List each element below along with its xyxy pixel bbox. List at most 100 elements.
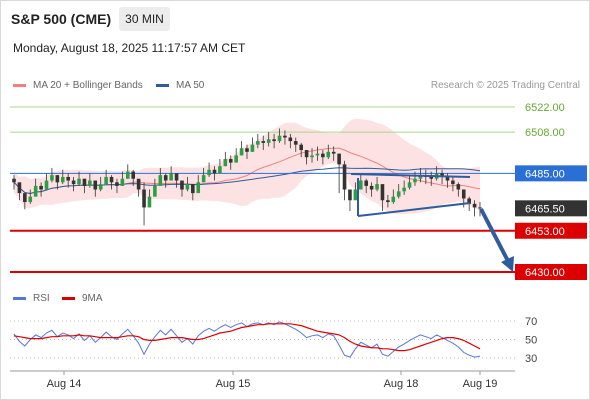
forecast-arrow-shaft xyxy=(479,208,511,264)
candle-body xyxy=(163,175,168,181)
candle-body xyxy=(245,148,249,152)
candle-body xyxy=(12,178,16,183)
rsi-tick-label: 70 xyxy=(525,316,537,328)
credit-text: Research © 2025 Trading Central xyxy=(430,80,580,91)
candle-body xyxy=(396,191,401,197)
interval-badge[interactable]: 30 MIN xyxy=(119,7,170,31)
price-level-label: 6485.00 xyxy=(525,168,565,180)
x-tick-label: Aug 18 xyxy=(384,378,419,390)
candle-body xyxy=(223,159,228,167)
candle-body xyxy=(472,203,477,208)
candle-body xyxy=(82,178,87,186)
candle-body xyxy=(66,176,70,181)
candle-body xyxy=(331,151,336,154)
candle-body xyxy=(451,180,455,185)
price-level-label: 6453.00 xyxy=(525,226,565,238)
price-level-label: 6430.00 xyxy=(525,267,565,279)
candle-body xyxy=(39,185,43,190)
candle-body xyxy=(234,155,238,163)
candle-body xyxy=(478,207,482,209)
candle-body xyxy=(131,171,136,179)
candle-body xyxy=(321,153,325,158)
candle-body xyxy=(104,176,108,185)
legend-9ma: 9MA xyxy=(62,293,103,304)
instrument-title: S&P 500 (CME) xyxy=(11,11,112,27)
legend-bollinger: MA 20 + Bollinger Bands xyxy=(13,80,143,91)
candle-body xyxy=(33,185,38,197)
x-tick-label: Aug 14 xyxy=(47,378,82,390)
candle-body xyxy=(440,173,444,177)
candle-body xyxy=(88,180,92,186)
forecast-arrow-head xyxy=(501,256,514,272)
candle-body xyxy=(358,180,363,190)
candle-body xyxy=(315,153,320,156)
legend-rsi: RSI xyxy=(13,293,50,304)
candle-body xyxy=(158,175,163,186)
candle-body xyxy=(293,141,298,145)
candle-body xyxy=(261,141,266,143)
candle-body xyxy=(375,184,379,190)
candle-body xyxy=(196,182,201,194)
candle-body xyxy=(299,144,303,151)
candle-body xyxy=(418,175,423,179)
candle-body xyxy=(353,189,358,201)
candle-body xyxy=(413,178,417,183)
candle-body xyxy=(250,144,255,152)
price-level-tag xyxy=(515,200,587,217)
price-level-label: 6522.00 xyxy=(525,102,565,114)
x-tick-label: Aug 19 xyxy=(463,378,498,390)
candle-body xyxy=(239,148,244,156)
legend-rsi-label: RSI xyxy=(33,293,50,304)
candle-body xyxy=(153,185,157,197)
candle-body xyxy=(28,196,33,203)
ma50-swatch xyxy=(156,84,169,87)
bollinger-band xyxy=(14,118,480,215)
candle-body xyxy=(461,189,466,199)
candle-body xyxy=(337,153,341,165)
candle-body xyxy=(142,189,146,208)
rsi-swatch xyxy=(13,297,26,300)
candle-body xyxy=(169,173,173,181)
candle-body xyxy=(272,139,276,142)
candle-body xyxy=(256,141,260,145)
candle-body xyxy=(386,200,390,203)
candle-body xyxy=(380,184,385,201)
candle-body xyxy=(50,175,54,181)
candle-body xyxy=(93,180,98,190)
price-level-label: 6508.00 xyxy=(525,127,565,139)
candle-body xyxy=(266,139,271,143)
candle-body xyxy=(228,159,233,163)
candle-body xyxy=(55,175,60,183)
rsi-9ma-line xyxy=(13,323,481,352)
candle-body xyxy=(391,196,396,203)
candle-body xyxy=(174,173,179,181)
rsi-tick-label: 50 xyxy=(525,335,537,347)
candle-body xyxy=(429,176,434,179)
candle-body xyxy=(310,155,314,158)
candle-body xyxy=(342,164,347,190)
candle-body xyxy=(218,166,222,174)
candle-body xyxy=(71,180,76,185)
candle-body xyxy=(136,178,141,190)
candle-body xyxy=(98,184,103,190)
candle-body xyxy=(147,196,152,208)
price-level-label: 6465.50 xyxy=(525,203,565,215)
legend-ma50: MA 50 xyxy=(156,80,204,91)
candle-body xyxy=(467,198,471,204)
price-level-tag xyxy=(515,264,587,280)
pattern-upper-trendline xyxy=(350,173,471,178)
legend-bollinger-label: MA 20 + Bollinger Bands xyxy=(33,80,143,91)
candle-body xyxy=(207,169,211,176)
candle-body xyxy=(180,180,184,190)
candle-body xyxy=(212,169,217,174)
candle-body xyxy=(185,184,190,190)
candle-body xyxy=(277,135,282,142)
candle-body xyxy=(407,182,412,188)
candle-body xyxy=(115,182,119,186)
bollinger-swatch xyxy=(13,84,26,87)
candle-body xyxy=(348,189,352,201)
price-level-tag xyxy=(515,165,587,182)
legend-9ma-label: 9MA xyxy=(82,293,103,304)
